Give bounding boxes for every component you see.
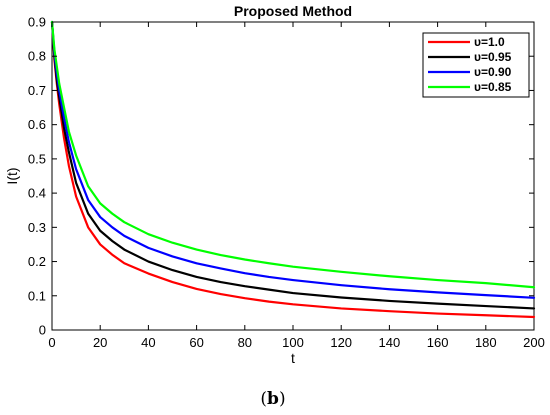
y-tick-label: 0.7 — [28, 83, 46, 98]
legend: υ=1.0υ=0.95υ=0.90υ=0.85 — [422, 32, 530, 98]
x-tick-label: 160 — [427, 335, 449, 350]
caption-close-paren: ) — [279, 389, 286, 409]
x-tick-label: 40 — [141, 335, 155, 350]
x-tick-label: 120 — [330, 335, 352, 350]
x-tick-label: 100 — [282, 335, 304, 350]
y-tick-label: 0.8 — [28, 49, 46, 64]
y-axis: 0 0.1 0.2 0.3 0.4 0.5 0.6 0.7 0.8 0.9 — [28, 15, 534, 338]
x-tick-label: 180 — [475, 335, 497, 350]
series-layer — [50, 20, 536, 319]
x-tick-label: 80 — [238, 335, 252, 350]
y-tick-label: 0.1 — [28, 288, 46, 303]
y-tick-label: 0.5 — [28, 151, 46, 166]
caption-open-paren: ( — [260, 389, 267, 409]
legend-label-2: υ=0.95 — [474, 50, 512, 64]
x-axis-label: t — [291, 350, 295, 366]
legend-label-3: υ=0.90 — [474, 65, 512, 79]
x-tick-label: 200 — [523, 335, 545, 350]
y-tick-label: 0 — [39, 323, 46, 338]
x-tick-label: 60 — [189, 335, 203, 350]
y-tick-label: 0.9 — [28, 15, 46, 30]
y-tick-label: 0.3 — [28, 220, 46, 235]
legend-items: υ=1.0υ=0.95υ=0.90υ=0.85 — [428, 35, 512, 94]
y-tick-label: 0.2 — [28, 254, 46, 269]
series-line-1 — [50, 20, 536, 319]
series-line-2 — [50, 20, 536, 310]
x-tick-label: 0 — [48, 335, 55, 350]
legend-label-4: υ=0.85 — [474, 80, 512, 94]
legend-label-1: υ=1.0 — [474, 35, 505, 49]
y-tick-label: 0.6 — [28, 117, 46, 132]
series-line-4 — [50, 20, 536, 289]
series-line-3 — [50, 20, 536, 299]
x-axis: 0 20 40 60 80 100 120 140 160 180 200 — [48, 22, 545, 350]
y-tick-label: 0.4 — [28, 186, 46, 201]
y-axis-label: I(t) — [4, 167, 20, 184]
chart-title: Proposed Method — [234, 3, 352, 19]
caption-letter: b — [267, 389, 279, 409]
figure-caption: (b) — [260, 389, 285, 409]
x-tick-label: 20 — [93, 335, 107, 350]
x-tick-label: 140 — [379, 335, 401, 350]
